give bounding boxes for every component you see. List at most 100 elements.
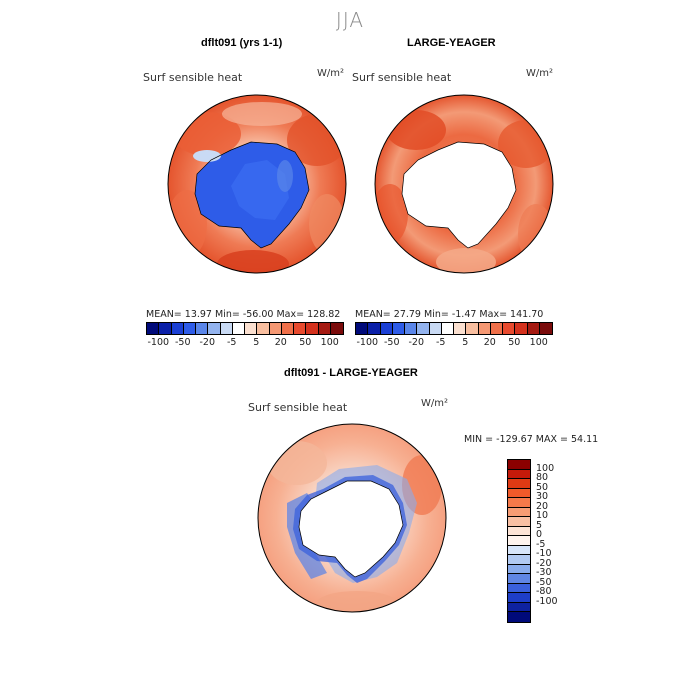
- colorbar-tick-label: -100: [536, 595, 558, 607]
- colorbar-swatch: [269, 323, 282, 334]
- colorbar-tick-label: 20: [536, 500, 549, 512]
- colorbar-tick-label: 30: [536, 491, 549, 503]
- panel1-field-label: Surf sensible heat: [143, 71, 243, 84]
- colorbar-swatch: [508, 479, 530, 489]
- panel2-colorbar-ticks: -100 -50 -20 -5 5 20 50 100: [355, 337, 555, 349]
- colorbar-tick-label: 20: [483, 337, 496, 348]
- colorbar-swatch: [478, 323, 491, 334]
- colorbar-tick-label: -10: [536, 548, 552, 560]
- colorbar-swatch: [490, 323, 503, 334]
- colorbar-tick-label: 0: [536, 529, 543, 541]
- colorbar-swatch: [508, 612, 530, 622]
- panel2-title: LARGE-YEAGER: [407, 37, 496, 49]
- colorbar-swatch: [508, 583, 530, 594]
- panel3-polar-map: [257, 423, 447, 613]
- colorbar-swatch: [508, 526, 530, 537]
- colorbar-tick-label: -80: [536, 586, 552, 598]
- colorbar-swatch: [171, 323, 184, 334]
- colorbar-swatch: [159, 323, 172, 334]
- colorbar-swatch: [508, 469, 530, 480]
- panel1-colorbar: [146, 322, 344, 335]
- colorbar-swatch: [527, 323, 540, 334]
- colorbar-tick-label: 50: [536, 481, 549, 493]
- colorbar-swatch: [508, 564, 530, 575]
- colorbar-swatch: [508, 488, 530, 499]
- season-title: JJA: [335, 8, 365, 32]
- colorbar-tick-label: -20: [199, 337, 216, 348]
- panel2-units: W/m²: [526, 68, 554, 79]
- colorbar-tick-label: 10: [536, 510, 549, 522]
- colorbar-swatch: [380, 323, 393, 334]
- colorbar-swatch: [318, 323, 331, 334]
- colorbar-swatch: [454, 323, 467, 334]
- panel1-title: dflt091 (yrs 1-1): [201, 37, 283, 49]
- colorbar-tick-label: 50: [508, 337, 521, 348]
- colorbar-tick-label: -30: [536, 567, 552, 579]
- panel3-field-label: Surf sensible heat: [248, 401, 348, 414]
- colorbar-swatch: [330, 323, 343, 334]
- colorbar-tick-label: -50: [174, 337, 191, 348]
- colorbar-tick-label: 50: [299, 337, 312, 348]
- panel3-colorbar: [507, 459, 531, 623]
- colorbar-swatch: [208, 323, 221, 334]
- colorbar-swatch: [508, 507, 530, 518]
- colorbar-swatch: [508, 460, 530, 470]
- colorbar-swatch: [257, 323, 270, 334]
- colorbar-tick-label: -50: [383, 337, 400, 348]
- colorbar-swatch: [508, 574, 530, 584]
- panel1-units: W/m²: [317, 68, 345, 79]
- colorbar-swatch: [515, 323, 528, 334]
- panel1-stats: MEAN= 13.97 Min= -56.00 Max= 128.82: [146, 309, 341, 320]
- panel2-colorbar: [355, 322, 553, 335]
- colorbar-tick-label: 5: [462, 337, 469, 348]
- colorbar-swatch: [232, 323, 245, 334]
- panel1-colorbar-ticks: -100 -50 -20 -5 5 20 50 100: [146, 337, 346, 349]
- colorbar-swatch: [294, 323, 307, 334]
- colorbar-tick-label: 5: [536, 519, 543, 531]
- colorbar-tick-label: 20: [274, 337, 287, 348]
- colorbar-swatch: [508, 593, 530, 603]
- colorbar-tick-label: -20: [536, 557, 552, 569]
- colorbar-swatch: [508, 536, 530, 546]
- colorbar-tick-label: -5: [436, 337, 446, 348]
- colorbar-swatch: [508, 545, 530, 556]
- panel3-stats: MIN = -129.67 MAX = 54.11: [464, 434, 599, 445]
- colorbar-swatch: [147, 323, 160, 334]
- colorbar-swatch: [539, 323, 552, 334]
- colorbar-swatch: [245, 323, 258, 334]
- colorbar-swatch: [405, 323, 418, 334]
- colorbar-swatch: [508, 555, 530, 565]
- colorbar-swatch: [281, 323, 294, 334]
- colorbar-tick-label: -100: [147, 337, 170, 348]
- colorbar-tick-label: 100: [529, 337, 548, 348]
- colorbar-swatch: [368, 323, 381, 334]
- panel2-stats: MEAN= 27.79 Min= -1.47 Max= 141.70: [355, 309, 544, 320]
- colorbar-tick-label: -20: [408, 337, 425, 348]
- colorbar-swatch: [417, 323, 430, 334]
- colorbar-tick-label: 80: [536, 472, 549, 484]
- colorbar-swatch: [356, 323, 369, 334]
- colorbar-swatch: [466, 323, 479, 334]
- colorbar-tick-label: -5: [536, 538, 546, 550]
- colorbar-swatch: [392, 323, 405, 334]
- panel3-colorbar-ticks: 100 80 50 30 20 10 5 0 -5 -10 -20 -30 -50 -80 -100: [536, 459, 576, 621]
- panel1-polar-map: [167, 94, 347, 274]
- panel3-title: dflt091 - LARGE-YEAGER: [284, 367, 418, 379]
- panel2-polar-map: [374, 94, 554, 274]
- colorbar-swatch: [306, 323, 319, 334]
- colorbar-tick-label: -50: [536, 576, 552, 588]
- colorbar-swatch: [183, 323, 196, 334]
- colorbar-swatch: [220, 323, 233, 334]
- colorbar-tick-label: 5: [253, 337, 260, 348]
- colorbar-swatch: [441, 323, 454, 334]
- colorbar-tick-label: 100: [320, 337, 339, 348]
- colorbar-tick-label: -5: [227, 337, 237, 348]
- colorbar-tick-label: 100: [536, 462, 555, 474]
- colorbar-swatch: [503, 323, 516, 334]
- panel2-field-label: Surf sensible heat: [352, 71, 452, 84]
- colorbar-tick-label: -100: [356, 337, 379, 348]
- colorbar-swatch: [429, 323, 442, 334]
- panel3-units: W/m²: [421, 398, 449, 409]
- colorbar-swatch: [508, 517, 530, 527]
